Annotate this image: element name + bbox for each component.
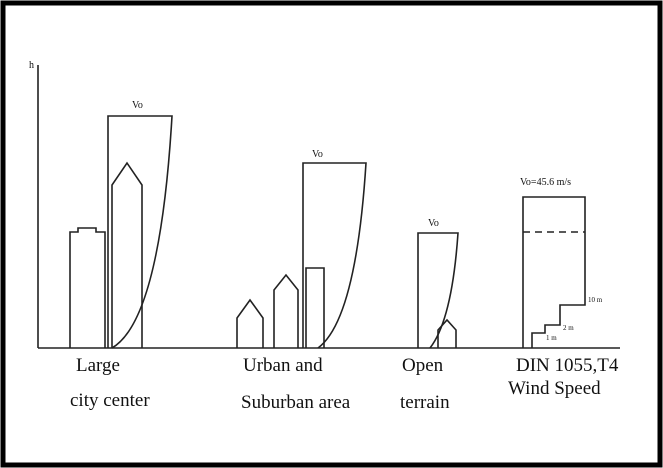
zone-label: terrain	[400, 392, 450, 413]
wind-profile	[417, 232, 459, 349]
zone-label: DIN 1055,T4	[516, 355, 619, 376]
profile-label: Vo	[312, 149, 323, 160]
wind-profile	[302, 162, 367, 349]
step-label: 10 m	[588, 296, 603, 304]
zone-label: Urban and	[243, 355, 323, 376]
profile-label: Vo	[428, 218, 439, 229]
zone-label: city center	[70, 390, 150, 411]
zone-label: Open	[402, 355, 444, 376]
zone-label: Large	[76, 355, 120, 376]
zone-label: Suburban area	[241, 392, 351, 413]
profile-label: Vo=45.6 m/s	[520, 177, 571, 188]
zone-label: Wind Speed	[508, 378, 601, 399]
din-profile	[522, 196, 586, 348]
suburban-buildings	[236, 267, 325, 348]
city-buildings	[69, 161, 143, 348]
wind-profile	[107, 115, 173, 349]
open-building	[437, 318, 457, 348]
axis-label: h	[29, 60, 34, 71]
step-label: 1 m	[546, 334, 557, 342]
profile-label: Vo	[132, 100, 143, 111]
step-label: 2 m	[563, 324, 574, 332]
